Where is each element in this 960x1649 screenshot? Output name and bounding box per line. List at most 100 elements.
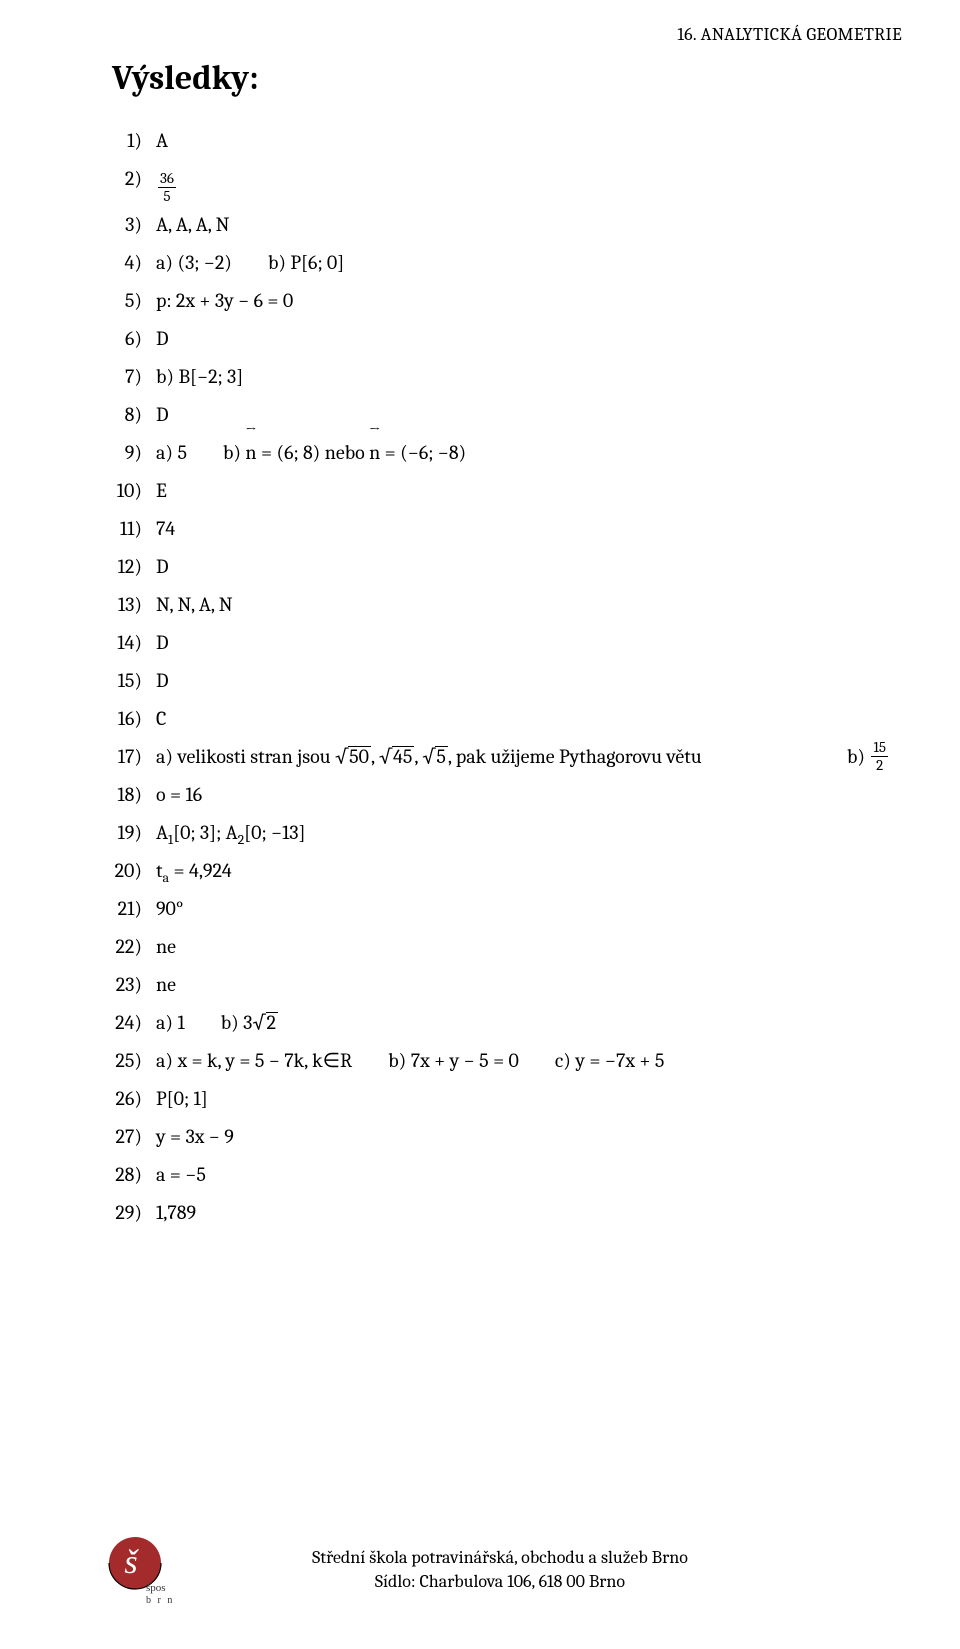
item-number: 18) bbox=[112, 776, 156, 814]
answer-row: 6) D bbox=[112, 320, 902, 358]
item-body: ne bbox=[156, 928, 902, 966]
footer-line-1: Střední škola potravinářská, obchodu a s… bbox=[172, 1546, 828, 1570]
item-number: 4) bbox=[112, 244, 156, 282]
radicand: 45 bbox=[392, 746, 414, 767]
answer-text: 74 bbox=[156, 510, 175, 548]
item-body: 90° bbox=[156, 890, 902, 928]
answer-text: 1,789 bbox=[156, 1194, 196, 1232]
school-logo-icon: š špos b r n o bbox=[98, 1533, 172, 1607]
answer-text: A, A, A, N bbox=[156, 206, 230, 244]
answer-part-a: a) x = k, y = 5 − 7k, k∈R bbox=[156, 1042, 352, 1080]
answer-text: ne bbox=[156, 966, 176, 1004]
item-body: D bbox=[156, 548, 902, 586]
item-number: 10) bbox=[112, 472, 156, 510]
answer-part-a: a) (3; −2) bbox=[156, 244, 232, 282]
text-fragment: [0; −13] bbox=[244, 821, 305, 844]
item-body: 74 bbox=[156, 510, 902, 548]
item-body: D bbox=[156, 624, 902, 662]
item-body: D bbox=[156, 320, 902, 358]
answer-row: 13) N, N, A, N bbox=[112, 586, 902, 624]
sqrt: 45 bbox=[379, 738, 414, 776]
answer-part-b: b) 32 bbox=[221, 1004, 278, 1042]
item-body: C bbox=[156, 700, 902, 738]
answer-text: E bbox=[156, 472, 167, 510]
answer-row: 1) A bbox=[112, 122, 902, 160]
chapter-header: 16. ANALYTICKÁ GEOMETRIE bbox=[677, 24, 902, 45]
item-body: a) velikosti stran jsou 50, 45, 5, pak u… bbox=[156, 738, 902, 776]
answer-row: 20) ta = 4,924 bbox=[112, 852, 902, 890]
text-fragment: b) bbox=[223, 441, 245, 464]
text-fragment: , bbox=[371, 745, 379, 768]
item-number: 19) bbox=[112, 814, 156, 852]
answer-text: C bbox=[156, 700, 166, 738]
answer-text: ne bbox=[156, 928, 176, 966]
sqrt: 50 bbox=[335, 738, 371, 776]
answer-text: o = 16 bbox=[156, 776, 202, 814]
answer-row: 14) D bbox=[112, 624, 902, 662]
item-number: 11) bbox=[112, 510, 156, 548]
fraction-numerator: 15 bbox=[871, 739, 888, 757]
item-number: 3) bbox=[112, 206, 156, 244]
answer-text: ta = 4,924 bbox=[156, 852, 232, 890]
answer-part-b: b) n = (6; 8) nebo n = (−6; −8) bbox=[223, 434, 466, 472]
answer-row: 12) D bbox=[112, 548, 902, 586]
answer-text: D bbox=[156, 548, 169, 586]
text-fragment: b) 3 bbox=[221, 1011, 253, 1034]
radicand: 5 bbox=[435, 746, 448, 767]
item-number: 14) bbox=[112, 624, 156, 662]
item-number: 2) bbox=[112, 160, 156, 198]
text-fragment: = (6; 8) nebo bbox=[257, 441, 370, 464]
logo-subtext: špos bbox=[146, 1582, 166, 1594]
item-body: 1,789 bbox=[156, 1194, 902, 1232]
text-fragment: a) velikosti stran jsou bbox=[156, 745, 335, 768]
fraction-denominator: 2 bbox=[871, 757, 888, 774]
item-body: ne bbox=[156, 966, 902, 1004]
answer-text: a = −5 bbox=[156, 1156, 206, 1194]
item-body: E bbox=[156, 472, 902, 510]
answer-row: 18) o = 16 bbox=[112, 776, 902, 814]
item-number: 15) bbox=[112, 662, 156, 700]
answer-row: 21) 90° bbox=[112, 890, 902, 928]
item-number: 16) bbox=[112, 700, 156, 738]
answer-part-a: a) 5 bbox=[156, 434, 187, 472]
item-body: D bbox=[156, 662, 902, 700]
item-number: 9) bbox=[112, 434, 156, 472]
answer-row: 19) A1[0; 3]; A2[0; −13] bbox=[112, 814, 902, 852]
item-body: P[0; 1] bbox=[156, 1080, 902, 1118]
item-number: 28) bbox=[112, 1156, 156, 1194]
footer-text: Střední škola potravinářská, obchodu a s… bbox=[172, 1546, 902, 1595]
item-number: 21) bbox=[112, 890, 156, 928]
item-number: 5) bbox=[112, 282, 156, 320]
answer-part-a: a) 1 bbox=[156, 1004, 185, 1042]
item-body: a = −5 bbox=[156, 1156, 902, 1194]
answer-text: P[0; 1] bbox=[156, 1080, 208, 1118]
item-number: 13) bbox=[112, 586, 156, 624]
fraction: 36 5 bbox=[158, 170, 176, 204]
text-fragment: , pak užijeme Pythagorovu větu bbox=[448, 745, 702, 768]
item-number: 6) bbox=[112, 320, 156, 358]
answer-row: 22) ne bbox=[112, 928, 902, 966]
sqrt: 5 bbox=[422, 738, 448, 776]
answer-row: 2) 36 5 bbox=[112, 160, 902, 206]
item-body: y = 3x − 9 bbox=[156, 1118, 902, 1156]
fraction-denominator: 5 bbox=[158, 188, 176, 205]
answer-row: 16) C bbox=[112, 700, 902, 738]
answer-text: p: 2x + 3y − 6 = 0 bbox=[156, 282, 293, 320]
logo-letter: š bbox=[124, 1544, 139, 1581]
item-number: 27) bbox=[112, 1118, 156, 1156]
answer-row: 4) a) (3; −2) b) P[6; 0] bbox=[112, 244, 902, 282]
answer-row: 23) ne bbox=[112, 966, 902, 1004]
text-fragment: , bbox=[414, 745, 422, 768]
sqrt: 2 bbox=[252, 1004, 278, 1042]
content: Výsledky: 1) A 2) 36 5 3) A, A, A, N 4) … bbox=[0, 0, 960, 1232]
answer-row: 7) b) B[−2; 3] bbox=[112, 358, 902, 396]
item-body: p: 2x + 3y − 6 = 0 bbox=[156, 282, 902, 320]
answer-part-b: b) 7x + y − 5 = 0 bbox=[388, 1042, 519, 1080]
fraction-numerator: 36 bbox=[158, 170, 176, 188]
item-body: a) 5 b) n = (6; 8) nebo n = (−6; −8) bbox=[156, 434, 902, 472]
answer-text: D bbox=[156, 320, 169, 358]
item-number: 1) bbox=[112, 122, 156, 160]
item-number: 12) bbox=[112, 548, 156, 586]
answers-list: 1) A 2) 36 5 3) A, A, A, N 4) a) (3; −2)… bbox=[112, 122, 902, 1232]
answer-row: 29) 1,789 bbox=[112, 1194, 902, 1232]
